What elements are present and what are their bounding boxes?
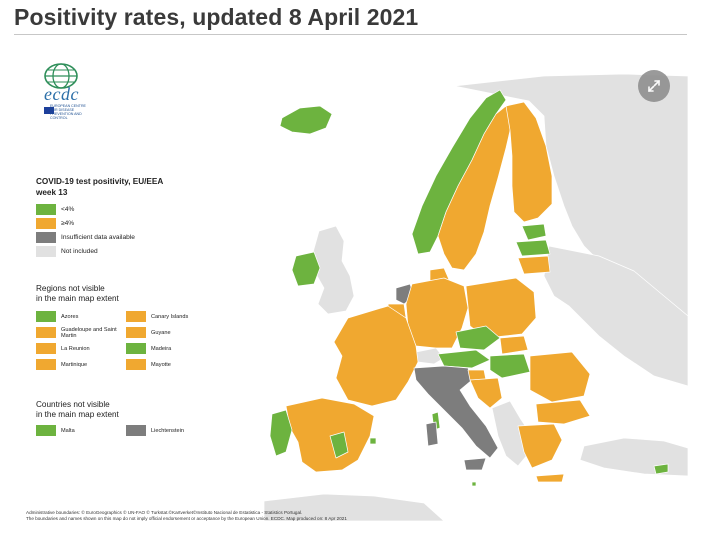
legend-label-not-included: Not included xyxy=(61,247,98,255)
region-swatch xyxy=(126,311,146,322)
region-swatch xyxy=(36,311,56,322)
region-slovenia xyxy=(467,369,487,381)
region-swatch xyxy=(36,327,56,338)
logo-organization: EUROPEAN CENTRE FOR DISEASE PREVENTION A… xyxy=(50,104,86,120)
regions-title-line1: Regions not visible xyxy=(36,284,105,293)
country-swatch xyxy=(36,425,56,436)
expand-map-button[interactable] xyxy=(638,70,670,102)
legend-swatch-low xyxy=(36,203,56,215)
region-germany xyxy=(405,277,469,349)
region-item-guyane: Guyane xyxy=(126,326,210,339)
region-swatch xyxy=(126,343,146,354)
region-crete xyxy=(535,473,565,483)
region-swatch xyxy=(36,359,56,370)
region-item-azores: Azores xyxy=(36,310,120,323)
region-spain xyxy=(285,397,375,473)
legend-label-high: ≥4% xyxy=(61,219,75,227)
region-north-africa xyxy=(263,493,445,521)
regions-not-visible-title: Regions not visible in the main map exte… xyxy=(36,284,226,304)
region-hungary xyxy=(489,353,531,379)
region-austria xyxy=(437,349,491,369)
region-label: Martinique xyxy=(61,361,88,368)
country-item-malta: Malta xyxy=(36,424,120,437)
legend-swatch-insufficient xyxy=(36,231,56,243)
region-malta xyxy=(471,481,477,487)
region-label: Canary Islands xyxy=(151,313,189,320)
countries-not-visible-title: Countries not visible in the main map ex… xyxy=(36,400,226,420)
region-cyprus xyxy=(653,463,669,475)
regions-not-visible-list: Azores Canary Islands Guadeloupe and Sai… xyxy=(36,310,216,371)
region-czechia xyxy=(455,325,501,351)
country-item-liechtenstein: Liechtenstein xyxy=(126,424,216,437)
footer-line2: The boundaries and names shown on this m… xyxy=(26,516,347,521)
region-sweden xyxy=(437,105,513,271)
country-label: Liechtenstein xyxy=(151,427,184,434)
region-iceland xyxy=(279,105,333,135)
region-croatia xyxy=(469,377,503,409)
region-item-la-reunion: La Reunion xyxy=(36,342,120,355)
map-legend: COVID-19 test positivity, EU/EEA week 13… xyxy=(36,176,216,258)
regions-title-line2: in the main map extent xyxy=(36,294,119,303)
region-bulgaria xyxy=(535,399,591,425)
legend-label-low: <4% xyxy=(61,205,75,213)
region-label: Guadeloupe and Saint Martin xyxy=(61,326,117,339)
region-item-mayotte: Mayotte xyxy=(126,358,210,371)
region-swatch xyxy=(126,359,146,370)
region-belarus-ukraine xyxy=(543,245,688,387)
region-poland xyxy=(465,277,537,339)
page-title: Positivity rates, updated 8 April 2021 xyxy=(14,4,419,30)
country-swatch xyxy=(126,425,146,436)
region-portugal xyxy=(269,409,293,457)
legend-item-not-included: Not included xyxy=(36,244,216,258)
region-swatch xyxy=(36,343,56,354)
region-sardinia xyxy=(425,421,439,447)
region-france xyxy=(333,305,419,407)
region-slovakia xyxy=(499,335,529,355)
region-item-martinique: Martinique xyxy=(36,358,120,371)
region-greece xyxy=(517,423,563,469)
legend-swatch-high xyxy=(36,217,56,229)
countries-not-visible-list: Malta Liechtenstein xyxy=(36,424,216,437)
map-footer: Administrative boundaries: © EuroGeograp… xyxy=(26,510,676,522)
title-divider xyxy=(14,34,687,35)
legend-label-insufficient: Insufficient data available xyxy=(61,233,135,241)
region-romania xyxy=(529,351,591,403)
legend-item-insufficient: Insufficient data available xyxy=(36,230,216,244)
region-swatch xyxy=(126,327,146,338)
region-ireland xyxy=(291,251,321,287)
logo-wordmark: ecdc xyxy=(44,84,79,104)
region-finland xyxy=(505,101,553,223)
region-spain-green-south xyxy=(329,431,349,459)
region-label: Azores xyxy=(61,313,79,320)
expand-icon xyxy=(648,80,660,92)
region-label: Guyane xyxy=(151,329,171,336)
eu-flag-icon xyxy=(44,107,54,114)
region-turkey xyxy=(579,437,688,477)
region-label: La Reunion xyxy=(61,345,90,352)
region-item-madeira: Madeira xyxy=(126,342,210,355)
region-sicily xyxy=(463,457,487,471)
legend-title-line2: week 13 xyxy=(36,188,68,197)
legend-item-high: ≥4% xyxy=(36,216,216,230)
map-container[interactable] xyxy=(24,56,688,521)
legend-swatch-not-included xyxy=(36,245,56,257)
legend-title: COVID-19 test positivity, EU/EEA week 13 xyxy=(36,176,216,198)
region-lithuania xyxy=(517,255,551,275)
region-latvia xyxy=(515,239,551,257)
region-label: Mayotte xyxy=(151,361,171,368)
globe-icon xyxy=(44,63,78,89)
countries-title-line2: in the main map extent xyxy=(36,410,119,419)
region-item-guadeloupe: Guadeloupe and Saint Martin xyxy=(36,326,120,339)
country-label: Malta xyxy=(61,427,75,434)
europe-map[interactable] xyxy=(24,56,688,521)
region-balearic xyxy=(369,437,377,445)
region-item-canary-islands: Canary Islands xyxy=(126,310,210,323)
countries-title-line1: Countries not visible xyxy=(36,400,110,409)
footer-line1: Administrative boundaries: © EuroGeograp… xyxy=(26,510,303,515)
legend-item-low: <4% xyxy=(36,202,216,216)
region-label: Madeira xyxy=(151,345,172,352)
region-estonia xyxy=(521,223,547,241)
legend-title-line1: COVID-19 test positivity, EU/EEA xyxy=(36,177,164,186)
ecdc-logo: ecdc EUROPEAN CENTRE FOR DISEASE PREVENT… xyxy=(34,60,90,124)
